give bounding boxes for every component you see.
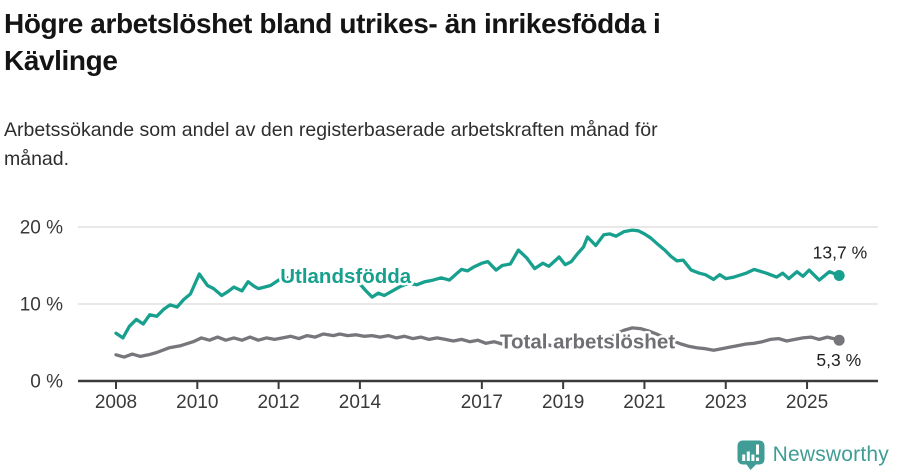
y-tick-label: 0 % — [30, 372, 63, 393]
series-label-1: Total arbetslöshet — [500, 331, 675, 354]
x-tick-label: 2010 — [176, 392, 218, 413]
series-line-1 — [114, 326, 841, 359]
chart-subtitle-line-2: månad. — [4, 148, 70, 171]
chart-title-line-2: Kävlinge — [4, 45, 118, 77]
x-tick-label: 2012 — [257, 392, 299, 413]
chart-title-line-1: Högre arbetslöshet bland utrikes- än inr… — [4, 8, 661, 39]
chart-title: Högre arbetslöshet bland utrikes- än inr… — [4, 5, 874, 79]
y-tick-label: 20 % — [20, 218, 63, 239]
end-value-label-0: 13,7 % — [813, 243, 867, 263]
chart-subtitle-line-1: Arbetssökande som andel av den registerb… — [4, 119, 658, 141]
end-value-label-1: 5,3 % — [816, 350, 861, 370]
x-tick-label: 2008 — [95, 392, 137, 413]
series-line-0 — [114, 228, 841, 340]
x-tick-label: 2017 — [461, 392, 503, 413]
series-label-0: Utlandsfödda — [280, 265, 412, 288]
series-end-dot-1 — [833, 334, 845, 346]
x-tick-label: 2019 — [542, 392, 584, 413]
x-tick-label: 2014 — [339, 392, 382, 413]
y-tick-label: 10 % — [20, 295, 63, 316]
newsworthy-logo-text: Newsworthy — [772, 443, 889, 466]
series-end-dot-0 — [833, 270, 845, 282]
x-tick-label: 2023 — [705, 392, 747, 413]
newsworthy-logo: Newsworthy — [737, 440, 889, 470]
speech-bubble-bar-chart-icon — [737, 440, 765, 470]
x-tick-label: 2025 — [786, 392, 828, 413]
chart-subtitle: Arbetssökande som andel av den registerb… — [4, 116, 874, 175]
x-tick-label: 2021 — [623, 392, 665, 413]
